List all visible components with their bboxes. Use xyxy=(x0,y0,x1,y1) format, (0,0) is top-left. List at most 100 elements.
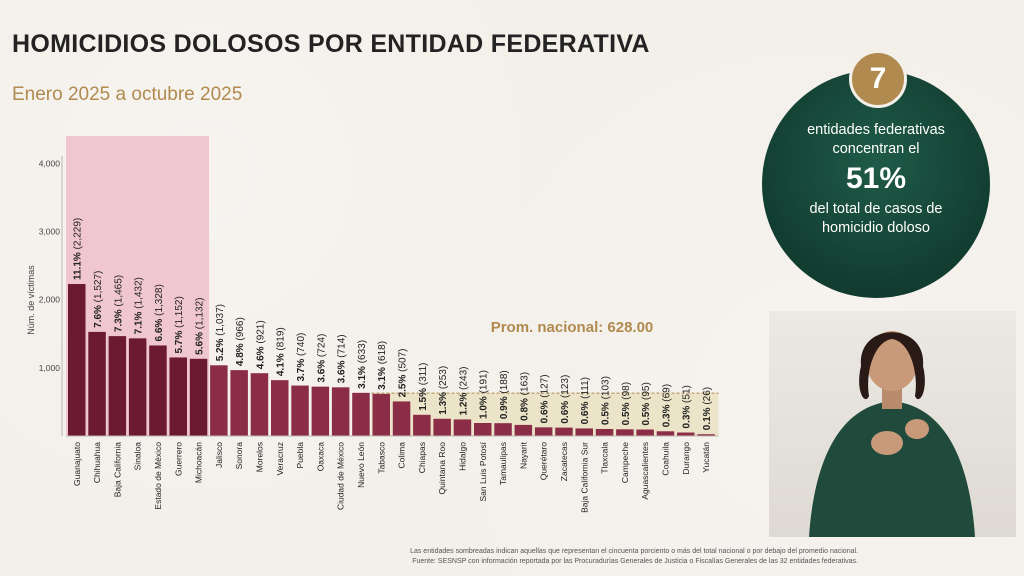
data-label: 3.7% (740) xyxy=(296,333,307,382)
x-tick-label: Querétaro xyxy=(539,442,549,481)
data-label-value: (633) xyxy=(357,340,368,366)
x-tick-label: Veracruz xyxy=(275,442,285,476)
x-tick-label: Ciudad de México xyxy=(336,442,346,510)
x-tick-label: Coahuila xyxy=(660,442,670,476)
bar xyxy=(474,422,492,436)
footnote-shading: Las entidades sombreadas indican aquella… xyxy=(410,548,858,555)
data-label: 7.3% (1,465) xyxy=(113,275,124,332)
data-label-percent: 0.5% xyxy=(601,402,612,425)
bar xyxy=(575,428,593,436)
bar xyxy=(413,414,431,436)
data-label-percent: 0.6% xyxy=(580,402,591,425)
count-badge: 7 xyxy=(849,50,907,108)
data-label-percent: 1.3% xyxy=(438,392,449,415)
data-label-value: (69) xyxy=(661,384,672,405)
x-tick-label: Aguascalientes xyxy=(640,442,650,500)
bar xyxy=(88,331,106,436)
bar xyxy=(128,338,147,436)
page-subtitle: Enero 2025 a octubre 2025 xyxy=(12,84,243,105)
data-label-value: (1,527) xyxy=(93,271,104,305)
summary-percent: 51% xyxy=(845,162,907,195)
x-tick-label: Campeche xyxy=(620,442,630,483)
y-axis-label: Núm. de víctimas xyxy=(26,265,36,335)
bar xyxy=(555,427,573,436)
bar xyxy=(534,427,553,436)
data-label: 0.1% (26) xyxy=(702,387,713,430)
interpreter-figure xyxy=(809,331,975,537)
data-label-percent: 4.6% xyxy=(255,346,266,369)
x-tick-label: Estado de México xyxy=(153,442,163,510)
data-label-value: (618) xyxy=(377,341,388,367)
bar xyxy=(311,386,330,436)
page-title: HOMICIDIOS DOLOSOS POR ENTIDAD FEDERATIV… xyxy=(12,30,650,58)
data-label-percent: 7.6% xyxy=(93,305,104,328)
data-label-value: (51) xyxy=(682,385,693,406)
bar xyxy=(189,358,208,436)
data-label-percent: 1.0% xyxy=(479,396,490,419)
x-tick-label: Yucatán xyxy=(701,442,711,473)
x-tick-label: Baja California xyxy=(112,442,122,498)
x-tick-label: Michoacán xyxy=(194,442,204,483)
x-tick-label: Nayarit xyxy=(518,441,528,469)
data-label: 1.0% (191) xyxy=(479,370,490,419)
x-tick-label: Jalisco xyxy=(214,442,224,468)
y-tick-label: 2,000 xyxy=(39,295,61,305)
data-label-percent: 3.1% xyxy=(357,366,368,389)
data-label: 3.1% (618) xyxy=(377,341,388,390)
y-tick-label: 4,000 xyxy=(39,158,61,168)
data-label-value: (26) xyxy=(702,387,713,408)
bar xyxy=(656,431,675,436)
data-label-percent: 4.1% xyxy=(276,353,287,376)
x-tick-label: Guerrero xyxy=(173,442,183,476)
data-label-percent: 0.3% xyxy=(661,404,672,427)
data-label-value: (714) xyxy=(337,334,348,360)
data-label: 4.8% (966) xyxy=(235,317,246,366)
x-tick-label: Zacatecas xyxy=(559,442,569,481)
data-label-percent: 0.8% xyxy=(519,398,530,421)
data-label-value: (1,328) xyxy=(154,284,165,318)
summary-line-3: del total de casos de xyxy=(809,201,943,217)
data-label-value: (1,037) xyxy=(215,304,226,338)
data-label: 5.7% (1,152) xyxy=(174,296,185,353)
data-label-percent: 5.6% xyxy=(195,332,206,355)
data-label-percent: 0.6% xyxy=(560,401,571,424)
x-tick-label: Oaxaca xyxy=(315,442,325,472)
data-label-percent: 1.5% xyxy=(418,388,429,411)
data-label-value: (1,152) xyxy=(174,296,185,330)
bar xyxy=(494,423,512,436)
data-label-value: (1,465) xyxy=(113,275,124,309)
data-label-value: (103) xyxy=(601,376,612,402)
x-tick-label: Sinaloa xyxy=(133,442,143,471)
bar xyxy=(108,336,127,436)
data-label-percent: 0.1% xyxy=(702,407,713,430)
x-tick-label: Durango xyxy=(681,442,691,475)
bar xyxy=(514,424,533,436)
bar xyxy=(331,387,350,436)
data-label-percent: 0.5% xyxy=(641,403,652,426)
data-label: 11.1% (2,229) xyxy=(73,218,84,280)
data-label-percent: 3.7% xyxy=(296,359,307,382)
data-label: 0.6% (123) xyxy=(560,375,571,424)
bar xyxy=(250,373,269,436)
data-label-value: (740) xyxy=(296,333,307,359)
x-tick-label: Chihuahua xyxy=(92,442,102,483)
x-tick-label: Puebla xyxy=(295,442,305,469)
bar xyxy=(595,428,614,436)
bar xyxy=(352,392,370,436)
bar xyxy=(230,370,248,436)
summary-line-1: entidades federativas xyxy=(807,122,945,138)
bar xyxy=(433,418,451,436)
data-label-percent: 7.1% xyxy=(134,311,145,334)
bar xyxy=(372,393,390,436)
data-label-value: (1,432) xyxy=(134,277,145,311)
data-label-percent: 5.7% xyxy=(174,331,185,354)
data-label: 1.3% (253) xyxy=(438,366,449,415)
data-label: 6.6% (1,328) xyxy=(154,284,165,341)
x-tick-label: Colima xyxy=(397,442,407,469)
data-label-percent: 4.8% xyxy=(235,343,246,366)
data-label: 7.6% (1,527) xyxy=(93,271,104,328)
data-label-percent: 2.5% xyxy=(398,375,409,398)
bar xyxy=(169,357,187,436)
data-label: 1.5% (311) xyxy=(418,363,429,411)
data-label-value: (966) xyxy=(235,317,246,343)
